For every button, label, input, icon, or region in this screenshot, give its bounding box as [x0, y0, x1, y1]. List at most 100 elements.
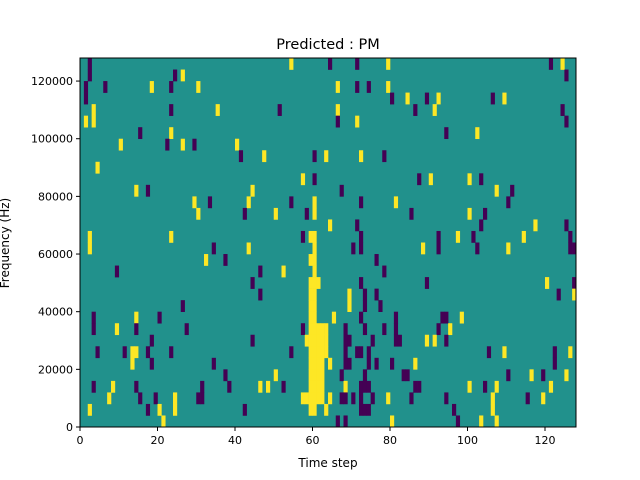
cell-low: [300, 230, 306, 243]
cell-high: [308, 369, 313, 382]
cell-low: [355, 346, 360, 359]
cell-low: [335, 115, 340, 128]
cell-high: [436, 92, 441, 105]
cell-low: [359, 346, 364, 359]
cell-low: [359, 392, 364, 405]
cell-high: [308, 300, 313, 312]
cell-low: [436, 242, 441, 255]
cell-high: [266, 380, 271, 393]
cell-high: [312, 311, 317, 324]
cell-low: [390, 357, 395, 370]
cell-high: [467, 173, 472, 186]
cell-high: [428, 173, 433, 186]
cell-high: [149, 81, 154, 93]
x-tick-label: 120: [535, 434, 556, 447]
cell-high: [215, 104, 220, 116]
cell-low: [362, 369, 368, 382]
cell-low: [436, 323, 441, 336]
plot-frame: [79, 57, 577, 428]
cell-low: [95, 346, 100, 359]
cell-high: [448, 323, 453, 336]
cell-low: [339, 369, 344, 382]
cell-low: [568, 230, 573, 243]
cell-low: [359, 196, 364, 209]
cell-low: [223, 254, 228, 266]
cell-low: [227, 380, 232, 393]
cell-low: [258, 288, 263, 301]
plot-area: [80, 58, 577, 428]
cell-low: [134, 380, 139, 393]
cell-low: [440, 311, 445, 324]
cell-low: [351, 242, 356, 255]
cell-high: [467, 380, 472, 393]
cell-low: [382, 150, 387, 163]
cell-low: [134, 323, 139, 336]
cell-low: [300, 323, 306, 336]
cell-high: [304, 334, 309, 347]
cell-high: [316, 380, 321, 393]
cell-low: [486, 346, 492, 359]
cell-high: [347, 288, 352, 301]
cell-low: [424, 92, 430, 105]
cell-high: [308, 346, 313, 359]
x-tick-label: 0: [77, 434, 84, 447]
cell-high: [134, 184, 139, 197]
cell-high: [328, 219, 333, 232]
cell-low: [114, 265, 120, 278]
cell-high: [308, 403, 313, 416]
cell-low: [157, 311, 162, 324]
cell-high: [541, 392, 546, 405]
cell-low: [258, 265, 263, 278]
cell-high: [386, 392, 391, 405]
cell-high: [262, 150, 267, 163]
cell-low: [370, 334, 375, 347]
cell-low: [335, 415, 340, 428]
cell-low: [289, 346, 294, 359]
cell-high: [204, 254, 209, 266]
cell-low: [83, 92, 89, 105]
cell-low: [362, 380, 368, 393]
cell-high: [308, 311, 313, 324]
cell-low: [359, 230, 364, 243]
y-tick-label: 0: [66, 421, 73, 434]
cell-low: [413, 104, 418, 116]
cell-high: [87, 242, 92, 255]
cell-low: [409, 392, 414, 405]
cell-low: [572, 277, 577, 289]
cell-high: [308, 230, 313, 243]
cell-low: [91, 380, 96, 393]
cell-low: [359, 311, 364, 324]
cell-low: [510, 184, 515, 197]
cell-high: [192, 196, 197, 209]
cell-high: [173, 403, 178, 416]
cell-low: [91, 311, 96, 324]
cell-low: [564, 69, 569, 82]
cell-high: [506, 242, 511, 255]
cell-high: [304, 392, 309, 405]
x-tick-label: 60: [306, 434, 320, 447]
cell-high: [386, 58, 391, 70]
cell-high: [273, 369, 278, 382]
cell-low: [173, 69, 178, 82]
cell-high: [83, 115, 89, 128]
cell-low: [180, 300, 185, 312]
cell-low: [568, 242, 573, 255]
cell-low: [506, 369, 511, 382]
cell-high: [111, 380, 116, 393]
cell-high: [308, 334, 313, 347]
cell-low: [355, 81, 360, 93]
cell-low: [347, 357, 352, 370]
cell-low: [374, 357, 379, 370]
cell-high: [320, 369, 325, 382]
cell-low: [250, 277, 255, 289]
cell-low: [200, 392, 205, 405]
cell-high: [316, 392, 321, 405]
cell-high: [355, 115, 360, 128]
cell-high: [459, 311, 464, 324]
cell-low: [362, 403, 368, 416]
cell-low: [541, 369, 546, 382]
cell-low: [452, 403, 457, 416]
cell-high: [324, 334, 329, 347]
cell-low: [405, 369, 410, 382]
cell-low: [552, 346, 557, 359]
